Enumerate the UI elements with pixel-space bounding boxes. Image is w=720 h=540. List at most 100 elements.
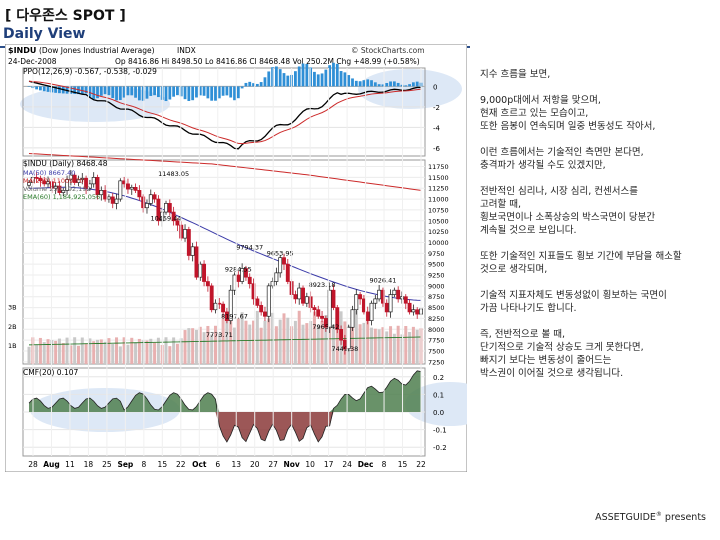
ppo-histogram-bar — [195, 86, 198, 98]
commentary-paragraph: 기술적 지표자체도 변동성없이 횡보하는 국면이 가끔 나타나기도 합니다. — [480, 290, 667, 314]
candle-body — [129, 186, 134, 190]
volume-bar — [115, 337, 119, 364]
candle-body — [266, 285, 271, 317]
ppo-histogram-bar — [130, 86, 134, 96]
ppo-histogram-bar — [111, 86, 115, 99]
candle-body — [331, 289, 336, 308]
footer-suffix: presents — [661, 512, 706, 523]
volume-bar — [385, 331, 389, 364]
volume-bar — [381, 327, 385, 364]
ppo-histogram-bar — [88, 86, 92, 97]
footer-credit: ASSETGUIDE® presents — [595, 511, 706, 523]
candle-body — [99, 190, 104, 196]
ppo-histogram-bar — [415, 81, 419, 87]
ppo-histogram-bar — [332, 62, 335, 87]
ma50-line — [29, 186, 422, 301]
ppo-histogram-bar — [214, 86, 217, 101]
volume-label: Volume 250,192,192 — [23, 185, 91, 193]
volume-bar — [126, 344, 130, 364]
x-tick-label: Sep — [117, 460, 133, 469]
commentary-paragraph: 지수 흐름을 보면, — [480, 69, 551, 80]
x-axis: 28 Aug 11 18 25 Sep 8 15 22 Oct 6 13 20 27 Nov 10 17 24 De… — [28, 68, 426, 469]
volume-bar — [366, 317, 370, 364]
volume-bar — [175, 343, 179, 364]
ppo-histogram-bar — [134, 86, 137, 98]
volume-bar — [328, 315, 332, 364]
price-tick-label: 11000 — [428, 196, 449, 204]
commentary-paragraph: 이런 흐름에서는 기술적인 측면만 본다면, 충격파가 생각될 수도 있겠지만, — [480, 147, 644, 171]
stock-chart: $INDU (Dow Jones Industrial Average) IND… — [5, 44, 467, 472]
volume-bar — [84, 343, 88, 364]
ppo-histogram-bar — [252, 83, 255, 87]
volume-bar — [69, 345, 73, 364]
commentary-paragraph: 또한 기술적인 지표들도 횡보 기간에 부담을 해소할 것으로 생각되며, — [480, 251, 682, 275]
candle-body — [126, 183, 130, 190]
cmf-tick-label: -0.2 — [433, 444, 447, 452]
commentary: 지수 흐름을 보면, 9,000p대에서 저항을 맞으며, 현재 흐르고 있는 모… — [480, 68, 716, 393]
volume-bar — [240, 312, 244, 364]
ppo-histogram-bar — [335, 63, 339, 87]
x-tick-label: 25 — [102, 460, 112, 469]
volume-bar — [312, 311, 316, 364]
ppo-histogram-bar — [282, 73, 286, 87]
chart-symbol: $INDU — [8, 46, 36, 55]
candle-body — [320, 315, 324, 319]
candle-body — [365, 311, 370, 321]
volume-bar — [149, 338, 153, 364]
ppo-histogram-bar — [381, 84, 385, 87]
price-tick-label: 10000 — [428, 239, 449, 247]
cmf-label: CMF(20) 0.107 — [23, 368, 79, 377]
candle-body — [373, 298, 378, 304]
candle-body — [118, 180, 123, 200]
candle-body — [80, 177, 85, 180]
candle-body — [377, 289, 382, 300]
ppo-histogram-bar — [263, 77, 267, 87]
candle-body — [141, 196, 146, 209]
candle-body — [323, 318, 328, 328]
ppo-histogram-bar — [339, 71, 343, 87]
volume-bar — [305, 323, 309, 364]
candle-body — [358, 294, 363, 300]
volume-bar — [286, 317, 290, 364]
candle-body — [34, 177, 39, 179]
volume-tick-label: 3B — [8, 304, 17, 312]
ema-label: EMA(60) 1,184,925,056 — [23, 193, 100, 201]
volume-bar — [373, 328, 377, 364]
ppo-histogram-bar — [149, 86, 153, 96]
candle-body — [84, 177, 89, 189]
candle-body — [263, 311, 267, 317]
candle-body — [274, 272, 279, 282]
ppo-histogram-bar — [176, 86, 179, 96]
x-tick-label: 18 — [84, 460, 94, 469]
candle-body — [152, 194, 157, 200]
volume-tick-label: 2B — [8, 323, 17, 331]
commentary-paragraph: 전반적인 심리나, 시장 심리, 컨센서스를 고려할 때, 횡보국면이나 소폭상승의… — [480, 186, 656, 236]
ppo-histogram-bar — [69, 86, 73, 94]
volume-bar — [96, 339, 100, 364]
price-tick-label: 11500 — [428, 174, 449, 182]
candle-body — [232, 274, 237, 291]
volume-bar — [274, 326, 278, 364]
price-annotation: 8197.67 — [221, 313, 248, 321]
ppo-histogram-bar — [172, 86, 176, 97]
ppo-histogram-bar — [389, 81, 392, 87]
x-tick-label: 22 — [416, 460, 426, 469]
price-annotation: 7965.42 — [312, 323, 339, 331]
ppo-tick-label: -4 — [433, 124, 441, 132]
ppo-histogram-bar — [377, 84, 381, 87]
candle-body — [415, 309, 420, 315]
candle-body — [327, 289, 332, 328]
ppo-histogram-bar — [255, 83, 259, 87]
ppo-histogram-bar — [191, 86, 195, 101]
volume-bar — [73, 337, 77, 364]
candle-body — [205, 281, 210, 287]
ppo-histogram-bar — [411, 82, 415, 87]
volume-bar — [362, 322, 366, 364]
volume-bar — [168, 346, 172, 364]
price-tick-label: 7250 — [428, 358, 445, 366]
volume-bar — [202, 332, 206, 364]
price-tick-label: 7500 — [428, 347, 445, 355]
x-tick-label: Dec — [358, 460, 374, 469]
candle-body — [384, 302, 389, 313]
candle-body — [91, 177, 96, 185]
